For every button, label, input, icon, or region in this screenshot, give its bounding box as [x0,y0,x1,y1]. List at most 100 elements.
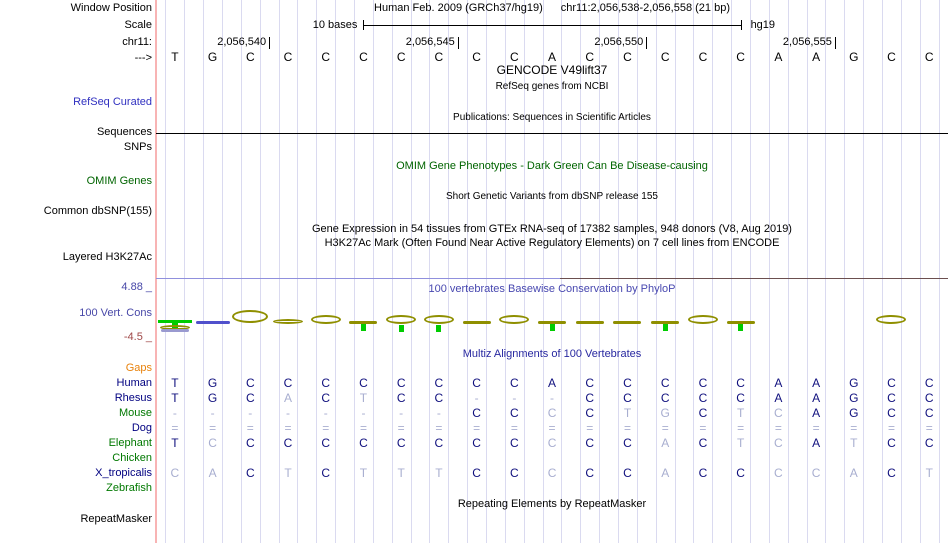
strand-arrow-label[interactable]: ---> [134,52,152,64]
aligned-base-cell: T [736,436,745,450]
grid-line [184,0,186,543]
track-label-rhesus[interactable]: Rhesus [114,392,152,404]
conservation-glyph [423,315,454,324]
base-cell: T [171,50,179,64]
aligned-base-cell: C [698,391,708,405]
track-label-omim-genes[interactable]: OMIM Genes [86,175,152,187]
aligned-base-cell: A [812,436,821,450]
conservation-glyph [687,315,718,324]
track-label-100-vert-cons[interactable]: 100 Vert. Cons [79,307,152,319]
multiz-track-title[interactable]: Multiz Alignments of 100 Vertebrates [462,348,642,360]
track-label-elephant[interactable]: Elephant [108,437,152,449]
publications-track-title[interactable]: Publications: Sequences in Scientific Ar… [453,112,651,123]
window-position-label: Window Position [70,2,152,14]
track-label-mouse[interactable]: Mouse [118,407,152,419]
base-cell: C [698,50,708,64]
aligned-base-cell: G [207,391,218,405]
scale-bar-line [363,25,741,26]
aligned-base-cell: T [359,466,368,480]
aligned-base-cell: C [585,466,595,480]
track-label-dog[interactable]: Dog [131,422,152,434]
conservation-glyph [386,315,417,324]
chrom-label: chr11: [122,36,152,48]
conservation-glyph [651,321,680,324]
grid-line [467,0,469,543]
conservation-track-topline-left [156,278,560,279]
aligned-base-cell: C [774,436,783,450]
conservation-glyph [310,315,341,324]
aligned-base-cell: T [171,436,179,450]
track-label-layered-h3k27ac[interactable]: Layered H3K27Ac [62,251,152,263]
track-label-repeatmasker[interactable]: RepeatMasker [80,513,152,525]
grid-line [844,0,846,543]
omim-track-title[interactable]: OMIM Gene Phenotypes - Dark Green Can Be… [396,160,708,172]
track-label-common-dbsnp[interactable]: Common dbSNP(155) [43,205,152,217]
repeatmasker-track-title[interactable]: Repeating Elements by RepeatMasker [457,498,647,510]
aligned-base-cell: C [623,376,632,390]
track-label-zebrafish[interactable]: Zebrafish [106,482,152,494]
track-label-refseq-curated[interactable]: RefSeq Curated [73,96,152,108]
coordinate-tick [646,37,648,49]
aligned-base-cell: - [323,406,328,420]
conservation-glyph [398,325,404,332]
grid-line [354,0,355,543]
conservation-track-topline-right [560,278,948,279]
grid-line [768,0,770,543]
conservation-min-value: -4.5 _ [123,331,152,343]
aligned-base-cell: T [623,406,632,420]
conservation-glyph [195,321,230,324]
base-cell: G [849,50,859,64]
conservation-glyph [349,321,378,324]
aligned-base-cell: C [698,406,708,420]
conservation-glyph [160,329,189,332]
aligned-base-cell: T [171,391,179,405]
aligned-base-cell: A [812,376,821,390]
grid-line [938,0,940,543]
conservation-glyph [436,325,442,332]
grid-line [919,0,921,543]
track-label-x_tropicalis[interactable]: X_tropicalis [95,467,152,479]
aligned-base-cell: = [586,421,594,435]
aligned-base-cell: C [736,466,745,480]
grid-line [863,0,865,543]
aligned-base-cell: = [699,421,707,435]
gtex-track-title[interactable]: Gene Expression in 54 tissues from GTEx … [312,223,792,235]
aligned-base-cell: C [585,376,595,390]
aligned-base-cell: G [849,391,859,405]
h3k27ac-track-title[interactable]: H3K27Ac Mark (Often Found Near Active Re… [324,237,780,249]
aligned-base-cell: = [397,421,405,435]
coordinate-tick [834,37,836,49]
aligned-base-cell: = [359,421,367,435]
base-cell: C [623,50,632,64]
conservation-glyph [876,315,907,324]
base-cell: C [924,50,934,64]
aligned-base-cell: C [509,466,519,480]
grid-line [203,0,205,543]
dbsnp-track-title[interactable]: Short Genetic Variants from dbSNP releas… [446,191,658,202]
grid-line [693,0,695,543]
aligned-base-cell: - [512,391,517,405]
phylop-track-title[interactable]: 100 vertebrates Basewise Conservation by… [428,283,676,295]
aligned-base-cell: C [736,391,745,405]
base-cell: C [245,50,255,64]
track-label-chicken[interactable]: Chicken [112,452,152,464]
aligned-base-cell: C [774,406,783,420]
aligned-base-cell: C [887,436,896,450]
track-label-snps[interactable]: SNPs [123,141,152,153]
track-label-gaps[interactable]: Gaps [125,362,152,374]
track-label-sequences[interactable]: Sequences [96,126,152,138]
gencode-track-title[interactable]: GENCODE V49lift37 [496,63,608,77]
aligned-base-cell: C [396,391,406,405]
base-cell: A [774,50,783,64]
aligned-base-cell: C [585,436,595,450]
aligned-base-cell: C [924,376,934,390]
aligned-base-cell: C [623,466,632,480]
refseq-ncbi-subtitle[interactable]: RefSeq genes from NCBI [495,81,609,92]
aligned-base-cell: A [208,466,217,480]
label-gutter-divider [155,0,157,543]
aligned-base-cell: A [661,466,670,480]
conservation-glyph [232,310,269,323]
track-label-human[interactable]: Human [116,377,152,389]
